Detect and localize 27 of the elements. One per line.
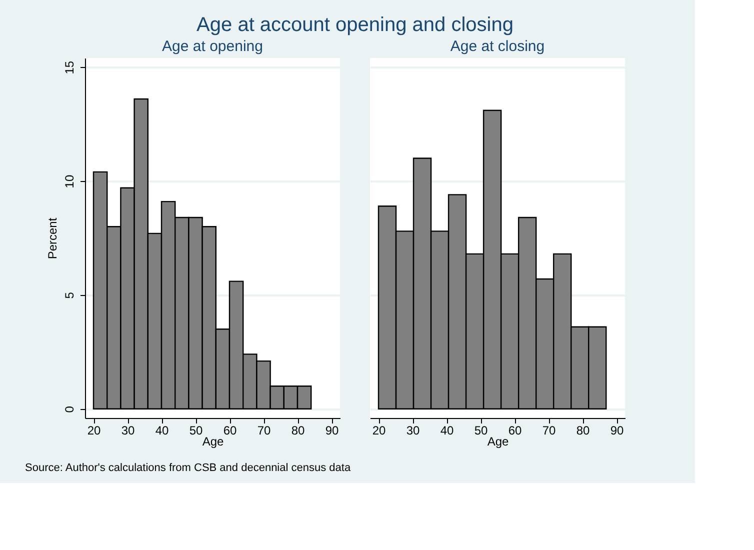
x-tick-label: 50 bbox=[189, 424, 203, 438]
y-tick-label: 0 bbox=[62, 406, 76, 413]
x-tick-label: 30 bbox=[406, 424, 420, 438]
source-note: Source: Author's calculations from CSB and decennial census data bbox=[25, 462, 352, 474]
y-tick-label: 15 bbox=[62, 60, 76, 74]
x-tick-label: 70 bbox=[257, 424, 271, 438]
x-axis-title: Age bbox=[202, 434, 224, 448]
x-tick-label: 80 bbox=[576, 424, 590, 438]
x-tick-label: 80 bbox=[291, 424, 305, 438]
x-tick-label: 70 bbox=[542, 424, 556, 438]
x-tick-label: 90 bbox=[325, 424, 339, 438]
x-tick-label: 20 bbox=[372, 424, 386, 438]
chart-title: Age at account opening and closing bbox=[196, 14, 514, 36]
x-tick-label: 60 bbox=[223, 424, 237, 438]
x-tick-label: 60 bbox=[508, 424, 522, 438]
chart-subtitle: Age at opening bbox=[162, 38, 263, 55]
y-tick-label: 5 bbox=[62, 292, 76, 299]
x-tick-label: 30 bbox=[121, 424, 135, 438]
x-tick-label: 90 bbox=[610, 424, 624, 438]
x-tick-label: 40 bbox=[440, 424, 454, 438]
x-tick-label: 20 bbox=[87, 424, 101, 438]
chart-subtitle: Age at closing bbox=[450, 38, 545, 55]
x-tick-label: 50 bbox=[474, 424, 488, 438]
x-tick-label: 40 bbox=[155, 424, 169, 438]
x-axis-title: Age bbox=[487, 434, 509, 448]
y-axis-title: Percent bbox=[46, 217, 60, 260]
y-tick-label: 10 bbox=[62, 174, 76, 188]
